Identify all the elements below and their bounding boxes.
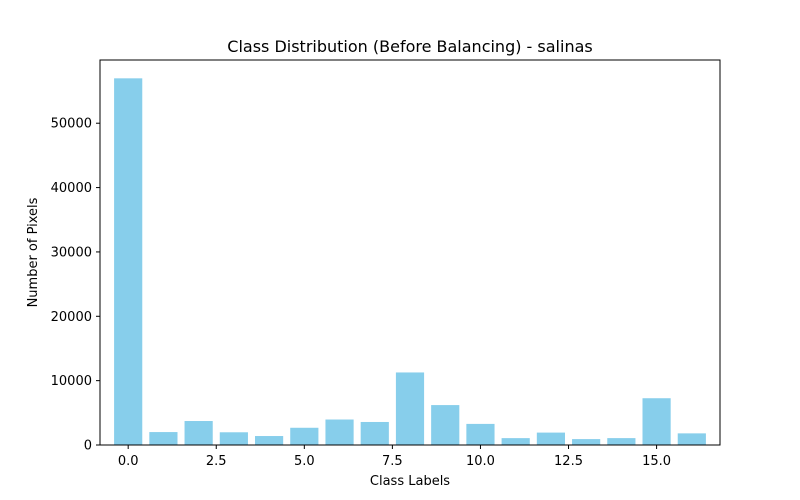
y-tick-label: 50000 — [51, 117, 92, 132]
x-tick-label: 15.0 — [642, 454, 671, 469]
y-axis-ticks: 0 10000 20000 30000 40000 50000 — [51, 117, 100, 454]
x-tick-label: 2.5 — [206, 454, 227, 469]
y-axis-label: Number of Pixels — [26, 197, 41, 307]
y-tick-label: 10000 — [51, 374, 92, 389]
bar-class-14 — [607, 438, 636, 445]
bar-class-7 — [360, 421, 389, 445]
bar-class-1 — [149, 432, 178, 445]
bar-class-11 — [501, 438, 530, 445]
y-tick-label: 30000 — [51, 245, 92, 260]
chart-title: Class Distribution (Before Balancing) - … — [227, 37, 592, 56]
bar-class-13 — [572, 439, 601, 445]
bar-class-4 — [255, 436, 284, 445]
bar-class-5 — [290, 427, 319, 445]
bars-group — [114, 78, 706, 445]
x-axis-ticks: 0.0 2.5 5.0 7.5 10.0 12.5 15.0 — [118, 445, 671, 469]
bar-class-15 — [642, 398, 671, 445]
bar-class-8 — [395, 372, 425, 445]
bar-class-2 — [184, 421, 213, 445]
bar-class-12 — [536, 432, 565, 445]
bar-class-3 — [219, 432, 248, 445]
x-tick-label: 7.5 — [382, 454, 403, 469]
y-tick-label: 0 — [84, 439, 92, 454]
x-tick-label: 0.0 — [118, 454, 139, 469]
bar-class-16 — [677, 433, 706, 445]
plot-frame — [99, 59, 721, 446]
x-tick-label: 12.5 — [554, 454, 583, 469]
bar-class-9 — [431, 405, 460, 445]
y-tick-label: 40000 — [51, 181, 92, 196]
x-tick-label: 10.0 — [466, 454, 495, 469]
y-tick-label: 20000 — [51, 310, 92, 325]
bar-class-10 — [466, 423, 495, 445]
bar-class-6 — [325, 419, 354, 445]
bar-class-0 — [114, 78, 143, 445]
x-tick-label: 5.0 — [294, 454, 315, 469]
x-axis-label: Class Labels — [370, 474, 450, 489]
